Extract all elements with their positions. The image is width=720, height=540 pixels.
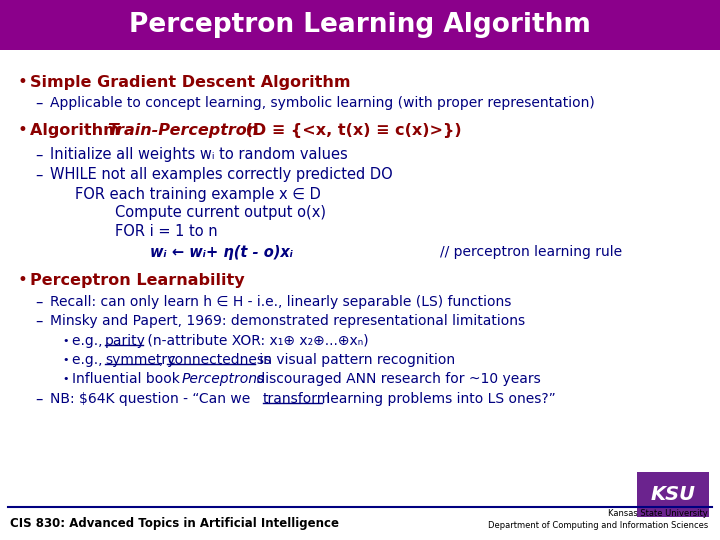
Text: NB: $64K question - “Can we: NB: $64K question - “Can we [50,392,255,406]
Text: e.g.,: e.g., [72,334,107,348]
FancyBboxPatch shape [637,472,709,517]
Text: WHILE not all examples correctly predicted DO: WHILE not all examples correctly predict… [50,167,392,183]
Text: Train-Perceptron: Train-Perceptron [107,123,258,138]
Text: (n-attribute XOR: x₁⊕ x₂⊕...⊕xₙ): (n-attribute XOR: x₁⊕ x₂⊕...⊕xₙ) [143,334,369,348]
Text: transform: transform [263,392,331,406]
Text: •: • [62,355,68,365]
Text: // perceptron learning rule: // perceptron learning rule [440,245,622,259]
Text: FOR i = 1 to n: FOR i = 1 to n [115,224,217,239]
Text: Simple Gradient Descent Algorithm: Simple Gradient Descent Algorithm [30,75,351,90]
Text: •: • [18,121,28,139]
Text: CIS 830: Advanced Topics in Artificial Intelligence: CIS 830: Advanced Topics in Artificial I… [10,517,339,530]
Text: Applicable to concept learning, symbolic learning (with proper representation): Applicable to concept learning, symbolic… [50,96,595,110]
Text: connectedness: connectedness [167,353,271,367]
Text: discouraged ANN research for ~10 years: discouraged ANN research for ~10 years [252,372,541,386]
Text: –: – [35,314,42,328]
Text: –: – [35,294,42,309]
Text: Recall: can only learn h ∈ H - i.e., linearly separable (LS) functions: Recall: can only learn h ∈ H - i.e., lin… [50,295,511,309]
Text: FOR each training example x ∈ D: FOR each training example x ∈ D [75,187,321,202]
Text: Algorithm: Algorithm [30,123,125,138]
Text: Influential book: Influential book [72,372,184,386]
Text: –: – [35,392,42,407]
Bar [0,507,720,540]
Text: –: – [35,167,42,183]
Bar [0,0,720,50]
Text: Compute current output o(x): Compute current output o(x) [115,206,326,220]
Text: •: • [62,374,68,384]
Text: ,: , [159,353,168,367]
Text: Minsky and Papert, 1969: demonstrated representational limitations: Minsky and Papert, 1969: demonstrated re… [50,314,525,328]
Text: Perceptron Learnability: Perceptron Learnability [30,273,245,287]
Text: •: • [18,73,28,91]
Text: wᵢ ← wᵢ+ η(t - o)xᵢ: wᵢ ← wᵢ+ η(t - o)xᵢ [150,245,293,260]
Text: learning problems into LS ones?”: learning problems into LS ones?” [322,392,556,406]
Text: in visual pattern recognition: in visual pattern recognition [255,353,455,367]
Text: parity: parity [105,334,146,348]
Text: –: – [35,147,42,163]
Text: e.g.,: e.g., [72,353,107,367]
Text: (D ≡ {<x, t(x) ≡ c(x)>}): (D ≡ {<x, t(x) ≡ c(x)>}) [240,123,462,138]
Text: Department of Computing and Information Sciences: Department of Computing and Information … [487,521,708,530]
Text: symmetry: symmetry [105,353,176,367]
Text: Kansas State University: Kansas State University [608,510,708,518]
Text: KSU: KSU [650,485,696,504]
Text: •: • [62,336,68,346]
Text: •: • [18,271,28,289]
Text: Perceptron Learning Algorithm: Perceptron Learning Algorithm [129,12,591,38]
Text: Initialize all weights wᵢ to random values: Initialize all weights wᵢ to random valu… [50,147,348,163]
Text: Perceptrons: Perceptrons [182,372,265,386]
Text: –: – [35,96,42,111]
